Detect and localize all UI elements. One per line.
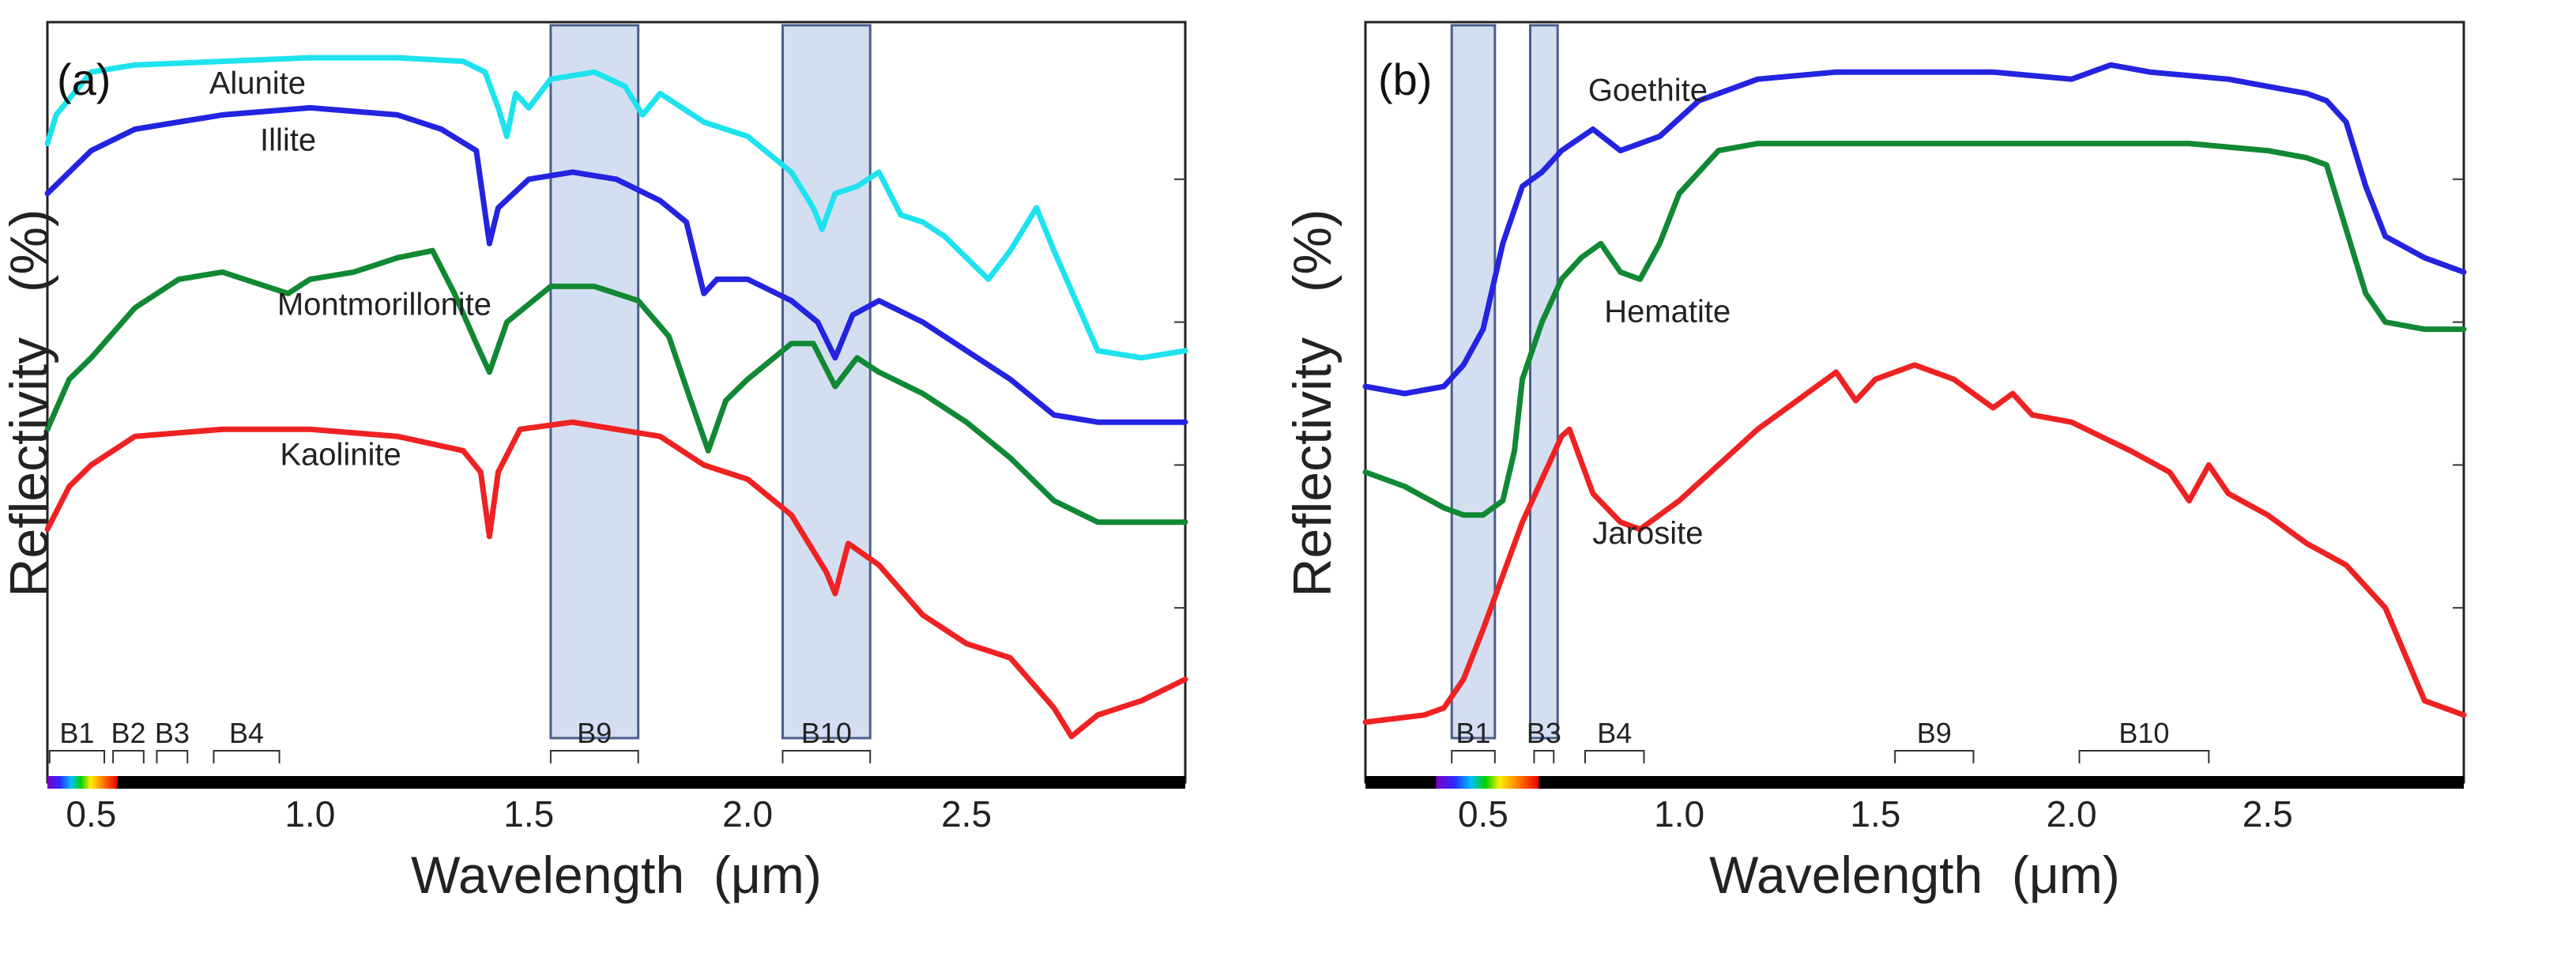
sensor-band-bracket-b10 [2078,750,2210,763]
sensor-band-label-b9: B9 [1917,717,1952,749]
series-line-montmorillonite [44,247,1188,526]
sensor-band-bracket-b10 [781,750,872,763]
highlight-band-b1 [1450,24,1497,740]
x-tick-label: 1.0 [1654,793,1704,835]
visible-spectrum-bar [1436,776,1539,789]
sensor-band-bracket-b4 [213,750,281,763]
sensor-band-bracket-b1 [1451,750,1496,763]
x-axis-title: Wavelength (μm) [1709,846,2120,904]
highlight-band-b10 [781,24,872,740]
sensor-band-label-b4: B4 [229,717,264,749]
series-line-goethite [1362,62,2467,397]
y-axis-title: Reflectivity (%) [0,209,59,597]
x-tick-label: 1.5 [1850,793,1900,835]
panel-a: Alunite Illite Montmorillonite Kaolinite B1 B… [0,21,1188,904]
sensor-band-label-b2: B2 [111,717,145,749]
sensor-band-label-b4: B4 [1597,717,1632,749]
sensor-band-bracket-b1 [48,750,105,763]
sensor-band-bracket-b9 [1894,750,1975,763]
highlight-band-b9 [549,24,640,740]
sensor-band-bracket-b3 [1533,750,1555,763]
series-label-illite: Illite [260,123,316,158]
sensor-band-label-b1: B1 [59,717,94,749]
x-tick-label: 0.5 [1458,793,1508,835]
panel-label: (b) [1378,55,1432,104]
sensor-band-label-b3: B3 [1527,717,1561,749]
x-tick-label: 1.0 [284,793,335,835]
series-line-jarosite [1362,362,2467,725]
wavelength-bar [47,776,1185,789]
sensor-band-bracket-b4 [1584,750,1645,763]
panel-label: (a) [57,55,111,104]
series-label-montmorillonite: Montmorillonite [277,288,491,322]
sensor-band-label-b3: B3 [155,717,190,749]
series-label-kaolinite: Kaolinite [280,437,401,472]
series-label-alunite: Alunite [209,66,306,100]
sensor-band-bracket-b2 [112,750,145,763]
panel-b: Goethite Hematite Jarosite B1 B3 B4 B9 B10 0.5 1.… [1282,21,2467,904]
visible-spectrum-bar [47,776,117,789]
sensor-band-bracket-b9 [549,750,639,763]
series-line-hematite [1362,141,2467,518]
wavelength-bar [1365,776,2464,789]
sensor-band-label-b10: B10 [801,717,852,749]
x-tick-label: 2.5 [941,793,992,835]
x-tick-label: 0.5 [66,793,116,835]
x-tick-label: 1.5 [503,793,554,835]
sensor-band-bracket-b3 [156,750,189,763]
highlight-band-b3 [1529,24,1559,740]
series-line-illite [44,104,1188,425]
sensor-band-label-b1: B1 [1456,717,1490,749]
series-label-jarosite: Jarosite [1592,516,1703,551]
plot-frame [1364,21,2465,784]
x-tick-label: 2.0 [2047,793,2097,835]
series-label-hematite: Hematite [1604,295,1731,330]
x-axis-title: Wavelength (μm) [411,846,822,904]
series-line-kaolinite [44,419,1188,740]
y-axis-title: Reflectivity (%) [1282,209,1343,597]
series-line-alunite [44,55,1188,361]
x-tick-label: 2.5 [2243,793,2293,835]
sensor-band-label-b10: B10 [2118,717,2169,749]
x-tick-label: 2.0 [722,793,773,835]
sensor-band-label-b9: B9 [577,717,612,749]
series-label-goethite: Goethite [1588,73,1708,107]
